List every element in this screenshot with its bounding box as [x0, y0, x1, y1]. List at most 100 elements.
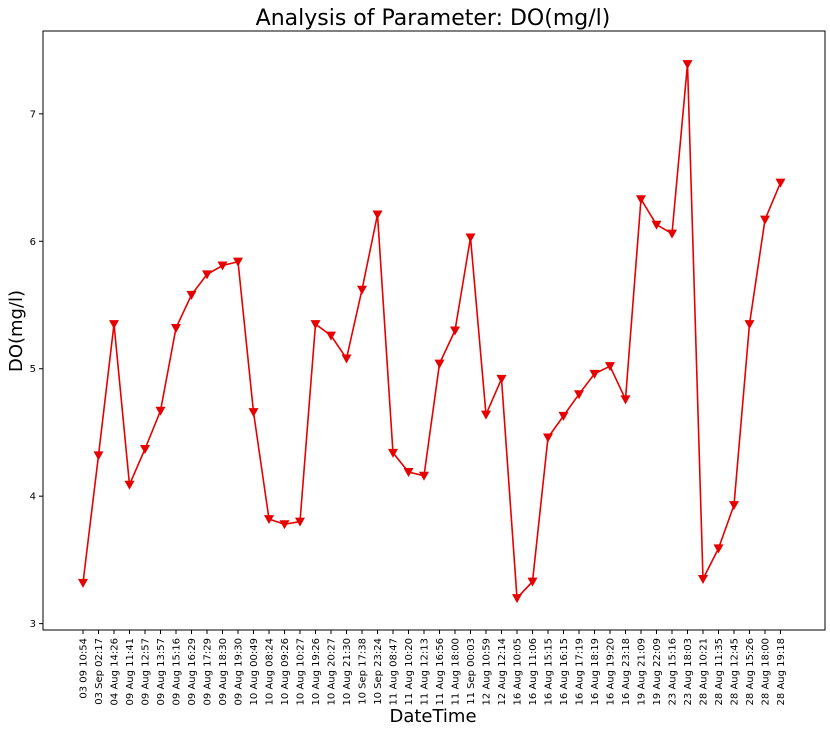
- data-point: [775, 178, 786, 188]
- x-axis-label: DateTime: [389, 706, 476, 727]
- data-point: [310, 320, 321, 330]
- x-tick-label: 11 Aug 10:20: [404, 638, 415, 705]
- data-point: [667, 229, 677, 239]
- x-tick-label: 28 Aug 10:21: [699, 638, 710, 705]
- chart-title: Analysis of Parameter: DO(mg/l): [256, 6, 611, 31]
- x-tick-label: 11 Sep 00:03: [466, 638, 477, 705]
- x-tick-label: 11 Aug 18:00: [451, 638, 462, 705]
- x-tick-label: 16 Aug 17:19: [575, 638, 586, 705]
- data-point: [155, 406, 166, 416]
- data-point: [713, 544, 724, 554]
- data-point: [636, 195, 646, 205]
- x-tick-label: 12 Aug 10:59: [482, 638, 493, 705]
- data-point: [574, 390, 584, 400]
- data-point: [78, 578, 88, 588]
- data-point: [124, 480, 135, 490]
- x-tick-label: 23 Aug 18:03: [683, 638, 694, 705]
- x-tick-label: 09 Aug 15:16: [172, 638, 183, 705]
- x-tick-label: 10 Aug 20:27: [327, 638, 338, 705]
- data-point: [450, 326, 460, 336]
- x-tick-label: 23 Aug 15:16: [668, 638, 679, 705]
- data-point: [264, 515, 274, 525]
- data-point: [341, 354, 352, 364]
- x-tick-label: 03 09 10:54: [79, 638, 90, 699]
- y-axis-label: DO(mg/l): [6, 290, 27, 372]
- x-tick-label: 10 Aug 21:30: [342, 638, 353, 705]
- data-point: [543, 433, 553, 443]
- x-tick-label: 28 Aug 11:35: [714, 638, 725, 705]
- x-tick-label: 09 Aug 19:30: [234, 638, 245, 705]
- data-point: [729, 501, 739, 511]
- x-tick-label: 10 Sep 23:24: [373, 638, 384, 705]
- x-tick-label: 09 Aug 18:30: [218, 638, 229, 705]
- series-line: [82, 64, 782, 600]
- x-tick-label: 16 Aug 16:15: [559, 638, 570, 705]
- data-point: [760, 215, 770, 225]
- data-point: [512, 594, 522, 604]
- data-point: [93, 451, 104, 461]
- data-point: [372, 210, 383, 220]
- data-point: [465, 233, 476, 243]
- data-point: [481, 410, 491, 420]
- x-tick-label: 11 Aug 08:47: [389, 638, 400, 705]
- y-tick-label: 3: [30, 619, 36, 630]
- data-point: [357, 285, 367, 295]
- x-tick-label: 19 Aug 21:09: [637, 638, 648, 705]
- data-point: [682, 60, 693, 70]
- data-point: [651, 220, 662, 230]
- data-point: [698, 575, 708, 585]
- x-tick-label: 09 Aug 12:57: [141, 638, 152, 705]
- data-point: [434, 359, 445, 369]
- data-point: [217, 261, 228, 271]
- data-point: [605, 362, 615, 372]
- x-tick-label: 11 Aug 12:13: [420, 638, 431, 705]
- data-point: [233, 257, 243, 267]
- series-markers: [78, 60, 786, 604]
- data-point: [403, 467, 414, 477]
- x-tick-label: 10 Aug 08:24: [265, 638, 276, 705]
- x-tick-label: 28 Aug 18:00: [761, 638, 772, 705]
- x-tick-label: 10 Sep 17:38: [358, 638, 369, 705]
- x-tick-label: 09 Aug 17:29: [203, 638, 214, 705]
- x-tick-label: 04 Aug 14:26: [110, 638, 121, 705]
- x-tick-label: 16 Aug 11:06: [528, 638, 539, 705]
- data-point: [186, 290, 197, 300]
- x-tick-label: 10 Aug 19:26: [311, 638, 322, 705]
- data-point: [248, 408, 259, 418]
- y-tick-label: 6: [30, 237, 36, 248]
- data-point: [295, 517, 305, 527]
- x-tick-label: 16 Aug 18:19: [590, 638, 601, 705]
- data-point: [140, 445, 150, 455]
- data-point: [558, 411, 569, 421]
- x-tick-label: 28 Aug 12:45: [730, 638, 741, 705]
- x-tick-label: 10 Aug 00:49: [249, 638, 260, 705]
- y-tick-label: 7: [30, 109, 36, 120]
- y-tick-label: 4: [30, 492, 36, 503]
- x-tick-label: 12 Aug 12:14: [497, 638, 508, 705]
- x-tick-label: 19 Aug 22:09: [652, 638, 663, 705]
- data-point: [496, 374, 507, 384]
- x-tick-label: 03 Sep 02:17: [94, 638, 105, 705]
- data-point: [620, 395, 631, 405]
- data-point: [527, 577, 538, 587]
- x-axis: 03 09 10:54 03 Sep 02:17 04 Aug 14:26 09 Au…: [79, 630, 787, 705]
- x-tick-label: 28 Aug 19:18: [776, 638, 787, 705]
- data-point: [202, 270, 212, 280]
- y-axis: 3 4 5 6 7: [30, 109, 43, 630]
- data-point: [109, 320, 119, 330]
- plot-frame: [42, 30, 826, 631]
- x-tick-label: 10 Aug 10:27: [296, 638, 307, 705]
- data-point: [388, 448, 398, 458]
- x-tick-label: 09 Aug 11:41: [125, 638, 136, 705]
- data-point: [419, 471, 429, 481]
- y-tick-label: 5: [30, 364, 36, 375]
- x-tick-label: 28 Aug 15:26: [745, 638, 756, 705]
- x-tick-label: 16 Aug 23:18: [621, 638, 632, 705]
- x-tick-label: 16 Aug 19:20: [606, 638, 617, 705]
- data-point: [279, 520, 290, 530]
- data-point: [744, 320, 755, 330]
- x-tick-label: 16 Aug 10:05: [513, 638, 524, 705]
- data-point: [171, 323, 181, 333]
- x-tick-label: 11 Aug 16:56: [435, 638, 446, 705]
